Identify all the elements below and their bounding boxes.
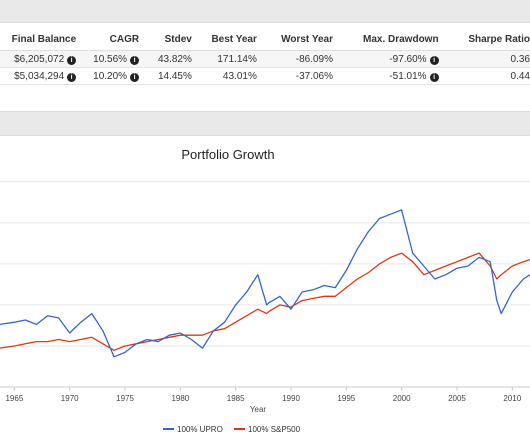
legend-swatch <box>234 428 246 430</box>
chart-gridlines <box>0 181 530 388</box>
cell-value: -51.01% <box>389 70 427 82</box>
cell-value: 10.56% <box>93 53 128 65</box>
max-drawdown-cell: -51.01% i <box>332 67 439 85</box>
worst-year-cell: -86.09% <box>256 50 333 68</box>
chart-panel-band <box>0 111 530 136</box>
cagr-cell: 10.20% i <box>76 67 140 85</box>
x-tick-label: 1995 <box>337 394 355 403</box>
top-panel-band <box>0 0 530 23</box>
info-icon[interactable]: i <box>130 55 140 65</box>
final-balance-cell: $6,205,072 i <box>0 50 77 68</box>
series-line-sp500 <box>0 252 530 351</box>
legend-label: 100% S&P500 <box>248 425 301 434</box>
best-year-cell: 171.14% <box>191 50 257 68</box>
portfolio-stats-table: Final Balance CAGR Stdev Best Year Worst… <box>0 32 530 85</box>
x-axis-label: Year <box>250 405 267 414</box>
chart-title: Portfolio Growth <box>181 147 275 162</box>
legend-item-sp500[interactable]: 100% S&P500 <box>234 425 300 434</box>
header-sharpe-ratio: Sharpe Ratio <box>438 32 530 51</box>
info-icon[interactable]: i <box>67 72 77 82</box>
x-tick-label: 1965 <box>5 394 23 403</box>
x-axis-ticks: 1965 1970 1975 1980 1985 1990 1995 2000 2005 2010 <box>5 387 522 403</box>
cagr-cell: 10.56% i <box>76 50 140 68</box>
cell-value: $6,205,072 <box>14 53 65 65</box>
cell-value: 10.20% <box>93 70 128 82</box>
header-max-drawdown: Max. Drawdown <box>332 32 439 51</box>
info-icon[interactable]: i <box>67 55 77 65</box>
info-icon[interactable]: i <box>130 72 140 82</box>
portfolio-growth-chart: 1965 1970 1975 1980 1985 1990 1995 2000 2005 2010… <box>0 181 530 414</box>
stats-header-row: Final Balance CAGR Stdev Best Year Worst… <box>0 32 530 51</box>
header-best-year: Best Year <box>191 32 257 51</box>
max-drawdown-cell: -97.60% i <box>332 50 439 68</box>
chart-series <box>0 209 530 358</box>
x-tick-label: 2005 <box>448 394 466 403</box>
legend-label: 100% UPRO <box>177 425 223 434</box>
chart-legend: 100% UPRO 100% S&P500 <box>163 425 309 434</box>
series-line-upro <box>0 209 530 358</box>
header-stdev: Stdev <box>139 32 192 51</box>
stdev-cell: 43.82% <box>139 50 192 68</box>
header-cagr: CAGR <box>76 32 140 51</box>
sharpe-ratio-cell: 0.44 <box>438 67 530 85</box>
best-year-cell: 43.01% <box>191 67 257 85</box>
info-icon[interactable]: i <box>429 55 439 65</box>
x-tick-label: 1990 <box>282 394 300 403</box>
legend-item-upro[interactable]: 100% UPRO <box>163 425 223 434</box>
x-tick-label: 2010 <box>503 394 521 403</box>
x-tick-label: 1985 <box>227 394 245 403</box>
header-final-balance: Final Balance <box>0 32 77 51</box>
cell-value: -97.60% <box>389 53 427 65</box>
header-worst-year: Worst Year <box>256 32 333 51</box>
cell-value: $5,034,294 <box>14 70 65 82</box>
x-tick-label: 1980 <box>171 394 189 403</box>
sharpe-ratio-cell: 0.36 <box>438 50 530 68</box>
x-tick-label: 2000 <box>393 394 411 403</box>
x-tick-label: 1975 <box>116 394 134 403</box>
worst-year-cell: -37.06% <box>256 67 333 85</box>
stdev-cell: 14.45% <box>139 67 192 85</box>
table-row: $5,034,294 i 10.20% i 14.45% 43.01% -37.06… <box>0 67 530 85</box>
final-balance-cell: $5,034,294 i <box>0 67 77 85</box>
legend-swatch <box>163 428 174 430</box>
x-tick-label: 1970 <box>61 394 79 403</box>
info-icon[interactable]: i <box>429 72 439 82</box>
table-row: $6,205,072 i 10.56% i 43.82% 171.14% -86.0… <box>0 50 530 68</box>
